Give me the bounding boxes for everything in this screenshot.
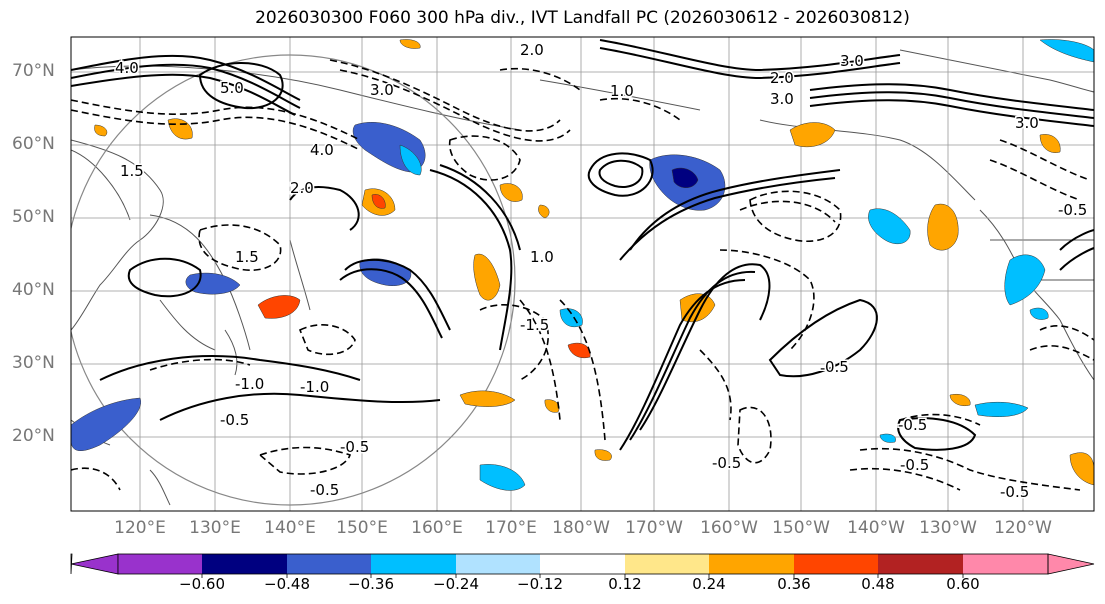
positive-contours (71, 39, 1094, 451)
contour-label: -1.0 (300, 378, 329, 396)
colorbar-segment (878, 554, 963, 574)
colorbar-segment (287, 554, 371, 574)
colorbar-segment (709, 554, 794, 574)
contour-label: 4.0 (115, 59, 139, 77)
contour-label: -0.5 (1058, 201, 1087, 219)
lon-label-150w: 150°W (772, 518, 830, 538)
contour-label: -0.5 (820, 359, 849, 377)
contour-label: 3.0 (770, 90, 794, 108)
colorbar-tick-2: −0.36 (348, 575, 394, 593)
lon-label-140w: 140°W (847, 518, 905, 538)
lat-label-30: 30°N (12, 353, 55, 373)
colorbar-segment (625, 554, 709, 574)
lat-label-20: 20°N (12, 426, 55, 446)
colorbar-tick-5: 0.12 (608, 575, 642, 593)
contour-label: -0.5 (340, 438, 369, 456)
contour-label: 5.0 (220, 79, 244, 97)
lon-label-180w: 180°W (552, 518, 610, 538)
contour-label: -1.0 (235, 375, 264, 393)
contour-label: -0.5 (900, 456, 929, 474)
contour-label: 2.0 (520, 41, 544, 59)
lon-label-140e: 140°E (264, 518, 316, 538)
lon-label-150e: 150°E (336, 518, 388, 538)
lat-label-60: 60°N (12, 134, 55, 154)
lon-label-160w: 160°W (700, 518, 758, 538)
colorbar (70, 553, 1095, 578)
contour-label: -0.5 (712, 454, 741, 472)
contour-label: -0.5 (1000, 483, 1029, 501)
colorbar-extend-high (1047, 553, 1095, 575)
colorbar-tick-7: 0.36 (777, 575, 811, 593)
range-circle (71, 54, 516, 506)
colorbar-segment (540, 554, 625, 574)
contour-labels: 4.0 5.0 3.0 2.0 3.0 3.0 3.0 1.5 4.0 2.0 1.0 -0.5 -0.… (114, 40, 1089, 503)
colorbar-segment (963, 554, 1048, 574)
divergence-shading (71, 39, 1094, 491)
lon-label-170e: 170°E (485, 518, 537, 538)
colorbar-tick-6: 0.24 (692, 575, 726, 593)
contour-label: 1.5 (120, 162, 144, 180)
lat-label-40: 40°N (12, 280, 55, 300)
lon-label-170w: 170°W (625, 518, 683, 538)
colorbar-segments (70, 553, 1095, 578)
contour-label: 2.0 (290, 179, 314, 197)
contour-label: 3.0 (1015, 114, 1039, 132)
contour-label: 3.0 (840, 52, 864, 70)
colorbar-tick-0: −0.60 (179, 575, 225, 593)
colorbar-tick-8: 0.48 (861, 575, 895, 593)
contour-label: 1.5 (235, 248, 259, 266)
contour-label: -1.5 (520, 316, 549, 334)
colorbar-tick-4: −0.12 (517, 575, 563, 593)
contour-label: -0.5 (220, 411, 249, 429)
lon-label-120w: 120°W (994, 518, 1052, 538)
contour-label: 1.0 (610, 82, 634, 100)
contour-label: 0.5 (825, 358, 849, 376)
map-title: 2026030300 F060 300 hPa div., IVT Landfa… (255, 8, 910, 28)
lon-label-130e: 130°E (189, 518, 241, 538)
lon-label-130w: 130°W (919, 518, 977, 538)
colorbar-tick-1: −0.48 (264, 575, 310, 593)
colorbar-frame (117, 553, 1049, 575)
graticule (71, 37, 1094, 511)
colorbar-segment (371, 554, 456, 574)
colorbar-tick-9: 0.60 (946, 575, 980, 593)
colorbar-segment (118, 554, 202, 574)
colorbar-extend-low (70, 553, 119, 575)
colorbar-segment (794, 554, 878, 574)
lon-label-120e: 120°E (114, 518, 166, 538)
lat-label-70: 70°N (12, 61, 55, 81)
contour-label: 4.0 (310, 141, 334, 159)
contour-label: 2.0 (770, 69, 794, 87)
colorbar-segment (202, 554, 287, 574)
contour-label: -0.5 (310, 481, 339, 499)
lon-label-160e: 160°E (411, 518, 463, 538)
negative-contours (71, 59, 1094, 491)
contour-label: 1.0 (530, 248, 554, 266)
colorbar-tick-3: −0.24 (433, 575, 479, 593)
colorbar-segment (456, 554, 540, 574)
contour-label: -0.5 (898, 416, 927, 434)
lat-label-50: 50°N (12, 207, 55, 227)
contour-label: 3.0 (370, 81, 394, 99)
